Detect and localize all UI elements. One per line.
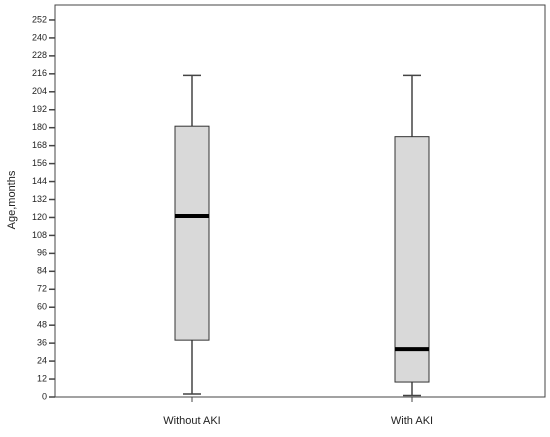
y-tick-label: 192 bbox=[32, 104, 47, 114]
y-tick-label: 96 bbox=[37, 248, 47, 258]
y-tick-label: 48 bbox=[37, 320, 47, 330]
y-tick-label: 36 bbox=[37, 338, 47, 348]
y-tick-label: 180 bbox=[32, 122, 47, 132]
y-axis-label: Age,months bbox=[6, 170, 18, 229]
y-tick-label: 24 bbox=[37, 355, 47, 365]
y-tick-label: 228 bbox=[32, 50, 47, 60]
y-tick-label: 216 bbox=[32, 68, 47, 78]
y-tick-label: 72 bbox=[37, 284, 47, 294]
y-tick-label: 144 bbox=[32, 176, 47, 186]
y-tick-label: 132 bbox=[32, 194, 47, 204]
y-tick-label: 156 bbox=[32, 158, 47, 168]
box bbox=[394, 136, 430, 383]
y-tick-label: 0 bbox=[42, 391, 47, 401]
x-tick-label: With AKI bbox=[391, 415, 433, 427]
y-tick-label: 60 bbox=[37, 302, 47, 312]
y-tick-label: 120 bbox=[32, 212, 47, 222]
box bbox=[174, 125, 210, 341]
y-tick-label: 168 bbox=[32, 140, 47, 150]
y-tick-label: 204 bbox=[32, 86, 47, 96]
plot-frame bbox=[54, 4, 546, 398]
y-tick-label: 108 bbox=[32, 230, 47, 240]
y-tick-label: 252 bbox=[32, 14, 47, 24]
y-tick-label: 240 bbox=[32, 32, 47, 42]
x-tick-label: Without AKI bbox=[163, 415, 220, 427]
y-tick-label: 12 bbox=[37, 373, 47, 383]
y-tick-label: 84 bbox=[37, 266, 47, 276]
